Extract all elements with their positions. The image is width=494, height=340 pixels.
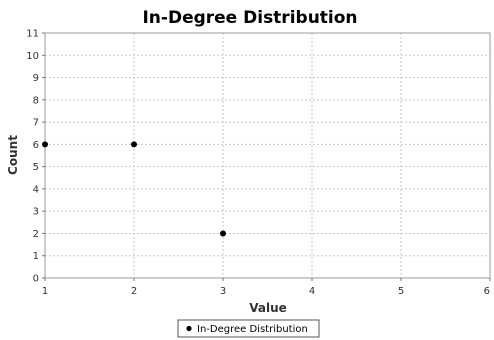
- x-tick-label: 1: [42, 286, 48, 297]
- x-tick-label: 2: [131, 286, 137, 297]
- grid-layer: [44, 32, 491, 279]
- data-point: [42, 141, 48, 148]
- y-tick-label: 2: [33, 229, 39, 240]
- legend-marker: [186, 325, 192, 332]
- plot-area: [44, 32, 491, 279]
- x-tick-label: 3: [220, 286, 226, 297]
- y-tick-label: 8: [33, 95, 39, 106]
- y-axis-label: Count: [6, 135, 20, 175]
- y-tick-label: 0: [33, 274, 39, 285]
- y-tick-label: 10: [26, 51, 39, 62]
- y-tick-label: 11: [26, 29, 39, 40]
- y-tick-label: 1: [33, 251, 39, 262]
- legend-box: [177, 319, 320, 338]
- y-tick-label: 6: [33, 140, 39, 151]
- data-points: [42, 141, 226, 237]
- data-point: [220, 230, 226, 237]
- x-tick-label: 4: [309, 286, 315, 297]
- y-tick-label: 4: [33, 184, 39, 195]
- legend-label: In-Degree Distribution: [197, 324, 308, 335]
- chart-title: In-Degree Distribution: [142, 8, 357, 28]
- data-point: [131, 141, 137, 148]
- x-axis: 1 2 3 4 5 6: [42, 278, 491, 297]
- x-tick-label: 5: [398, 286, 404, 297]
- legend: In-Degree Distribution: [177, 319, 320, 338]
- y-tick-label: 7: [33, 118, 39, 129]
- y-tick-label: 3: [33, 207, 39, 218]
- y-axis: 0 1 2 3 4 5 6 7 8 9 10 11: [26, 29, 45, 285]
- x-tick-label: 6: [484, 286, 490, 297]
- y-tick-label: 5: [33, 162, 39, 173]
- y-tick-label: 9: [33, 73, 39, 84]
- x-axis-label: Value: [249, 301, 287, 315]
